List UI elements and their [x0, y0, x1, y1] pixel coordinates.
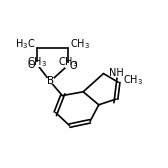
- Text: H$_3$C: H$_3$C: [15, 37, 35, 51]
- Text: CH$_3$: CH$_3$: [123, 74, 143, 87]
- Text: CH$_3$: CH$_3$: [70, 37, 90, 51]
- Bar: [47, 78, 54, 85]
- Text: NH: NH: [109, 68, 123, 78]
- Text: B: B: [47, 76, 54, 86]
- Bar: [35, 62, 40, 68]
- Text: O: O: [28, 60, 35, 70]
- Text: CH$_3$: CH$_3$: [28, 55, 48, 69]
- Text: CH$_3$: CH$_3$: [57, 55, 77, 69]
- Text: O: O: [70, 61, 77, 71]
- Bar: [65, 63, 70, 68]
